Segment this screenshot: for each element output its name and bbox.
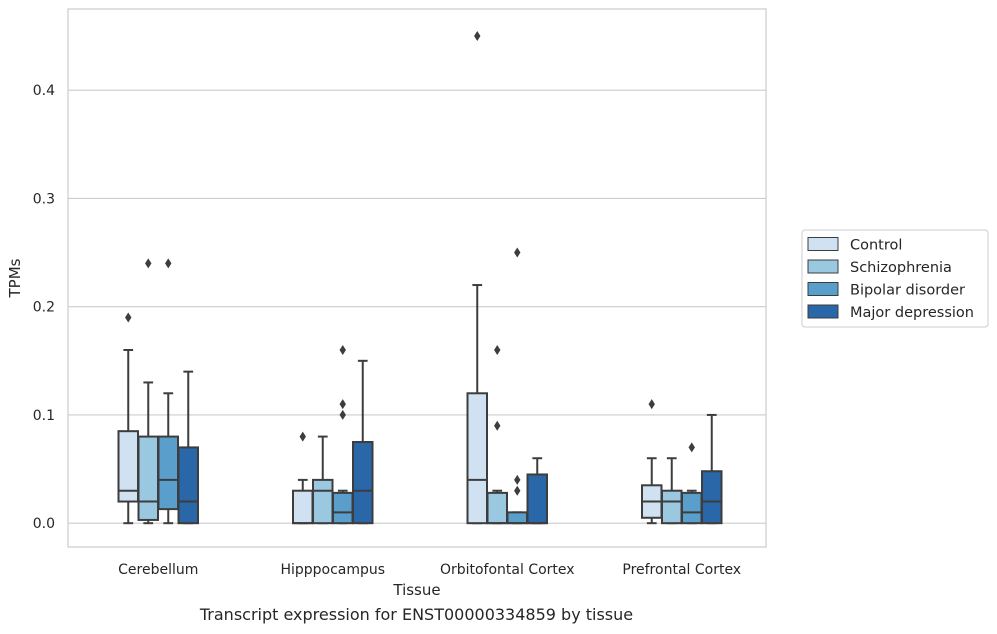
outlier-point — [514, 485, 521, 496]
box-3-2 — [486, 344, 508, 525]
outlier-point — [339, 399, 346, 410]
box-1-3 — [157, 258, 179, 525]
box-2-4 — [352, 359, 374, 525]
box-2-2 — [312, 435, 334, 525]
outlier-point — [125, 312, 132, 323]
box-body — [506, 511, 528, 525]
box-body — [486, 491, 508, 525]
x-axis-label: Tissue — [392, 581, 440, 599]
box-2-3 — [332, 344, 354, 525]
box-body — [292, 489, 314, 525]
x-tick-label: Cerebellum — [118, 562, 198, 578]
y-axis-ticks: 0.0 0.1 0.2 0.3 0.4 — [33, 83, 55, 532]
outlier-point — [165, 258, 172, 269]
box-1-4 — [177, 370, 199, 525]
box-body — [332, 491, 354, 525]
legend-swatch — [807, 259, 839, 274]
box-2-1 — [292, 431, 314, 525]
box-1-1 — [117, 312, 139, 525]
legend-swatch — [807, 282, 839, 296]
legend-label: Schizophrenia — [850, 260, 952, 276]
box-body — [466, 392, 488, 525]
box-body — [681, 491, 703, 525]
box-4-2 — [661, 457, 683, 525]
box-4-4 — [701, 413, 723, 525]
outlier-point — [648, 399, 655, 410]
x-tick-label: Prefrontal Cortex — [622, 562, 741, 578]
box-body — [661, 489, 683, 525]
box-3-3 — [506, 247, 528, 525]
box-body — [352, 440, 374, 525]
outlier-point — [299, 431, 306, 442]
plot-frame — [67, 8, 767, 548]
legend-frame — [801, 229, 989, 328]
box-4-3 — [681, 442, 703, 525]
x-tick-label: Hipppocampus — [280, 562, 385, 578]
y-tick-label: 0.4 — [33, 83, 55, 99]
y-tick-label: 0.0 — [33, 516, 55, 532]
outlier-point — [145, 258, 152, 269]
outlier-point — [514, 474, 521, 485]
outlier-point — [339, 409, 346, 420]
x-axis-ticks: Cerebellum Hipppocampus Orbitofontal Corte… — [118, 562, 741, 578]
outlier-point — [494, 344, 501, 355]
box-body — [701, 470, 723, 525]
box-body — [526, 473, 548, 525]
outlier-point — [474, 31, 481, 42]
box-4-1 — [641, 399, 663, 525]
box-3-4 — [526, 457, 548, 525]
box-3-1 — [466, 31, 488, 525]
box-body — [137, 435, 159, 521]
x-tick-label: Orbitofontal Cortex — [440, 562, 575, 578]
y-axis-label: TPMs — [6, 258, 24, 298]
box-groups — [117, 31, 723, 525]
figure-caption: Transcript expression for ENST0000033485… — [199, 605, 634, 624]
outlier-point — [688, 442, 695, 453]
box-body — [157, 435, 179, 511]
y-tick-label: 0.3 — [33, 191, 55, 207]
legend-label: Bipolar disorder — [850, 283, 965, 299]
outlier-point — [339, 344, 346, 355]
legend-swatch — [807, 237, 839, 251]
legend-label: Control — [850, 238, 902, 254]
legend-label: Major depression — [850, 305, 974, 321]
box-1-2 — [137, 258, 159, 525]
legend: Control Schizophrenia Bipolar disorder Majo… — [801, 229, 989, 328]
y-tick-label: 0.1 — [33, 408, 55, 424]
box-body — [312, 478, 334, 525]
outlier-point — [514, 247, 521, 258]
box-body — [177, 446, 199, 525]
outlier-point — [494, 420, 501, 431]
y-tick-label: 0.2 — [33, 300, 55, 316]
legend-swatch — [807, 304, 839, 319]
